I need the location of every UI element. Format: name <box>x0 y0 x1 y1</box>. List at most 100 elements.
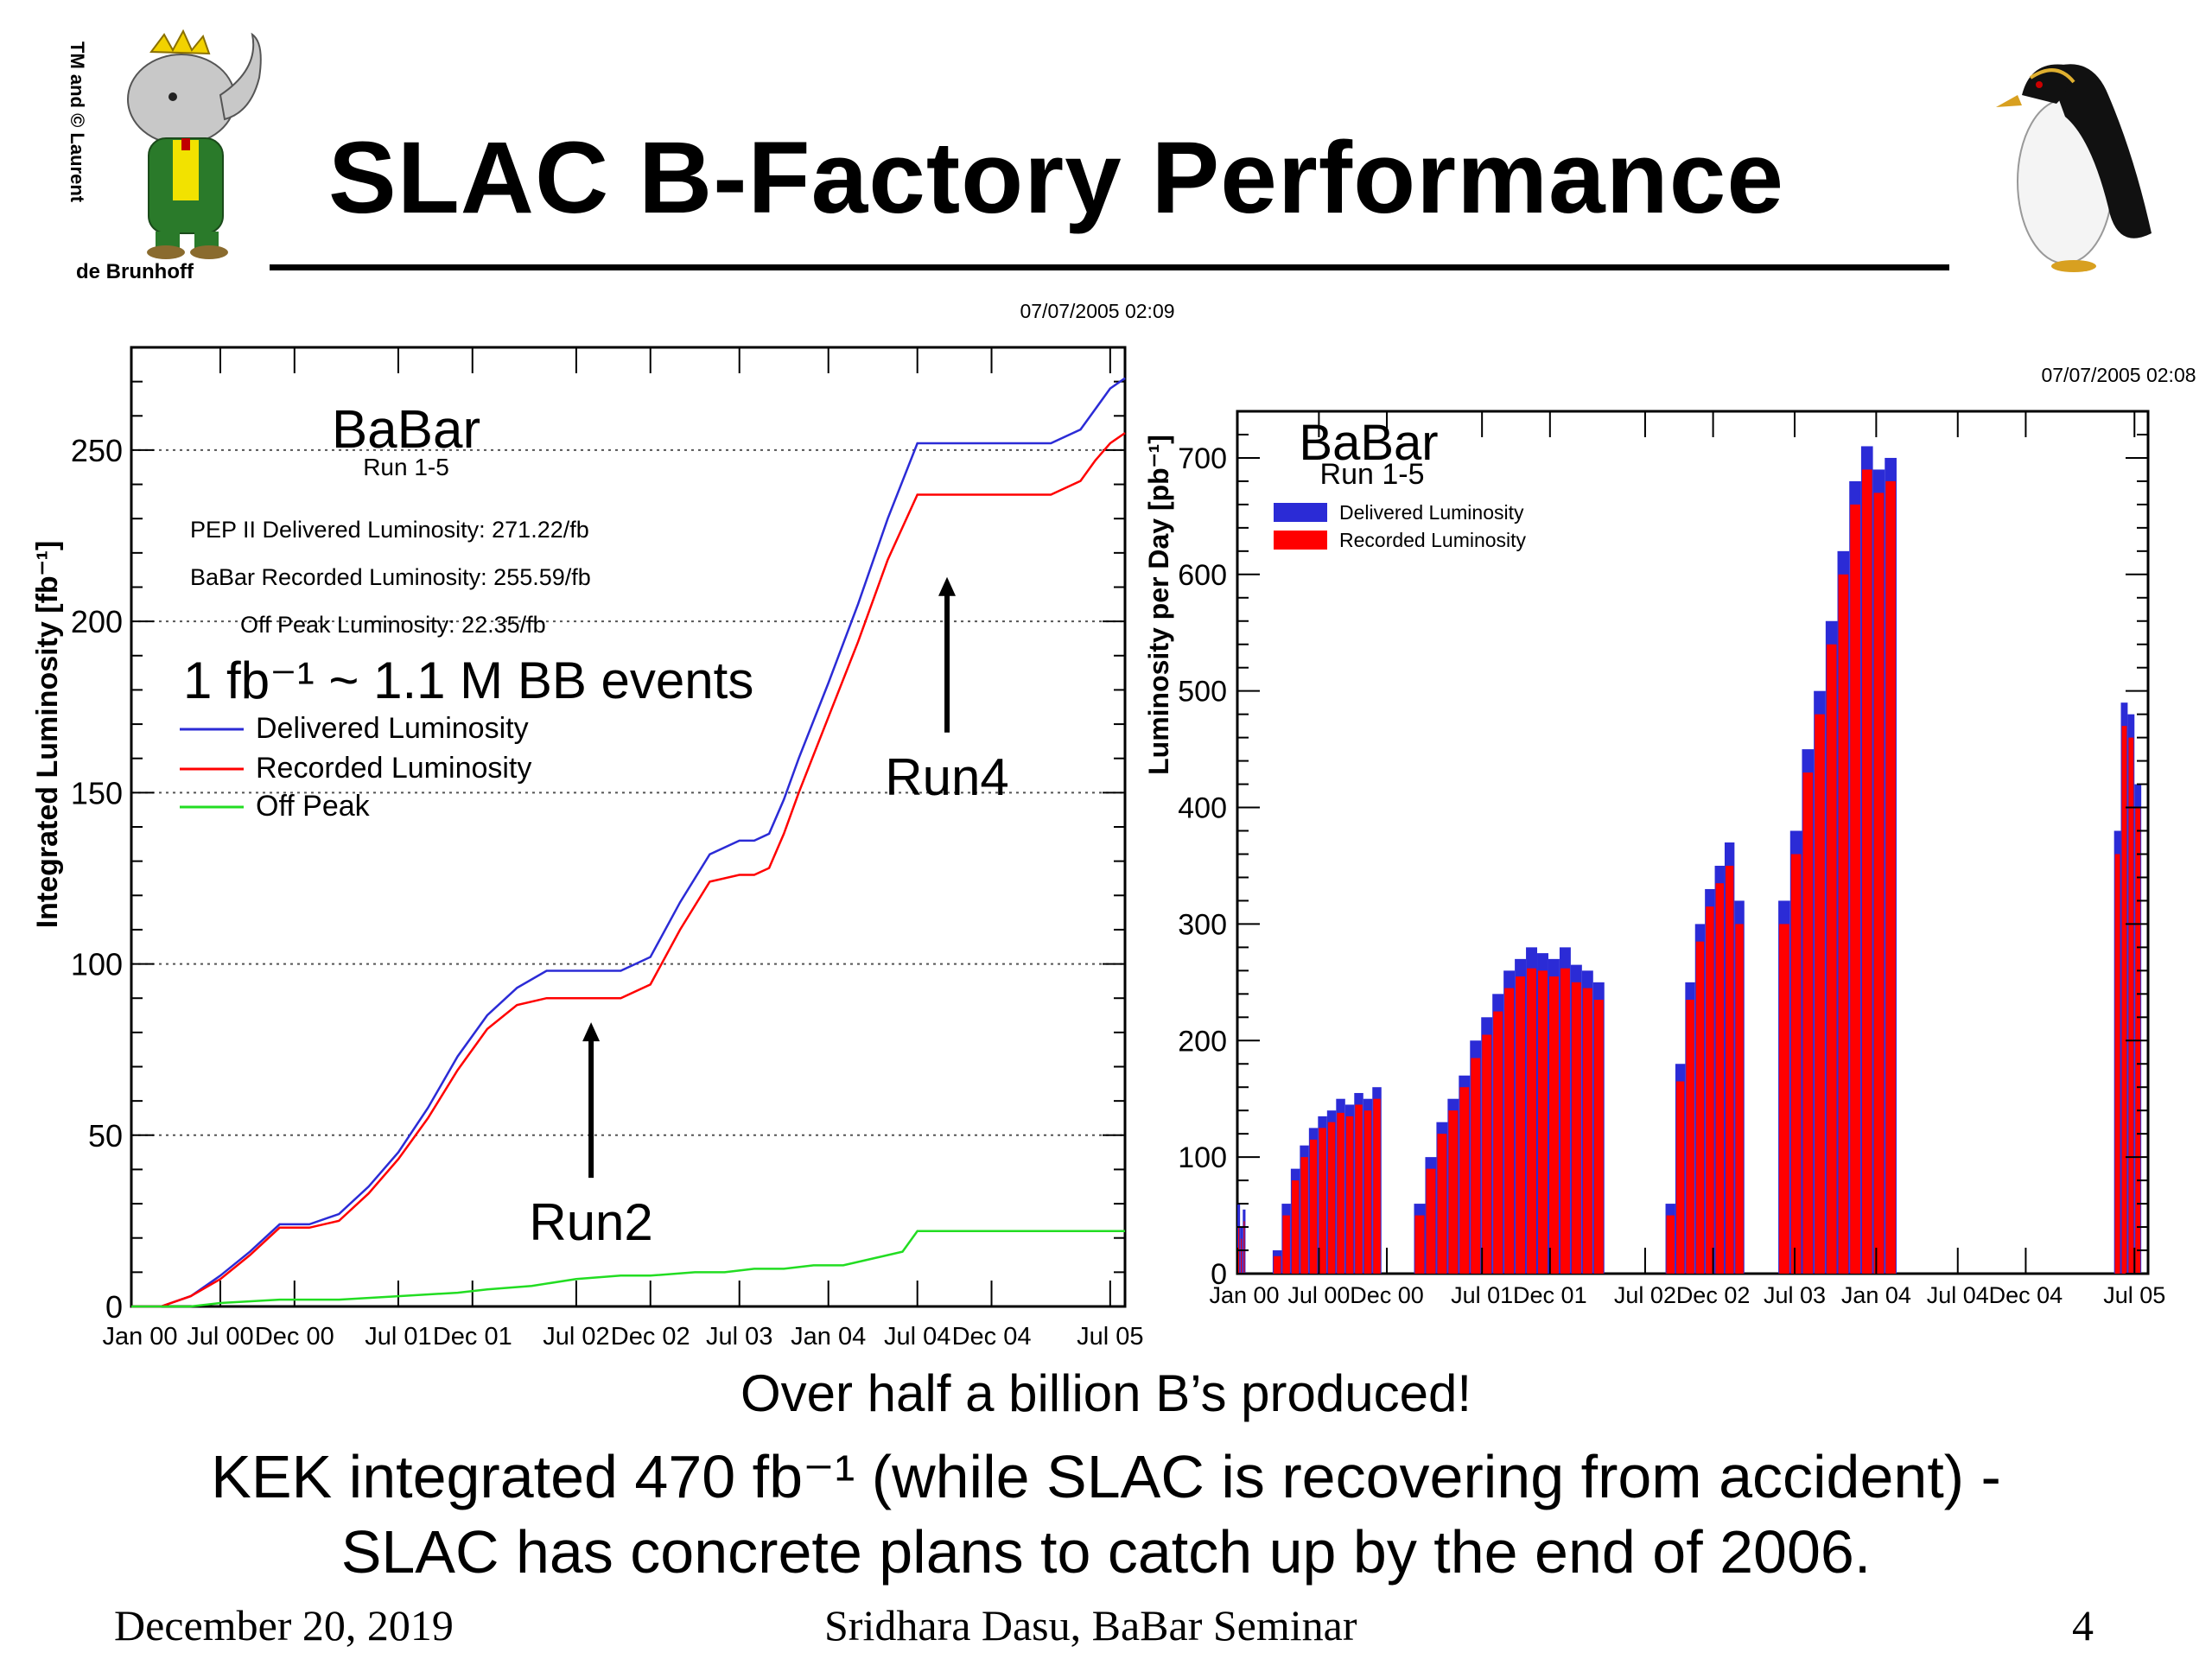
bar-recorded <box>1686 1000 1694 1274</box>
bar-recorded <box>1273 1255 1281 1274</box>
left-ytick-label: 50 <box>88 1118 123 1154</box>
bar-recorded <box>1471 1058 1481 1274</box>
series-line-off-peak <box>131 1230 1125 1308</box>
bar-recorded <box>1373 1098 1381 1274</box>
left-xtick-label: Dec 04 <box>952 1323 1032 1351</box>
bar-recorded <box>1735 924 1744 1274</box>
left-chart-ylabel: Integrated Luminosity [fb⁻¹] <box>31 541 64 929</box>
bb-events-note: 1 fb⁻¹ ~ 1.1 M BB events <box>183 652 753 709</box>
left-xtick-label: Dec 01 <box>433 1323 512 1351</box>
left-ytick-label: 0 <box>105 1289 123 1325</box>
annotation-arrowhead <box>582 1022 601 1042</box>
left-brand-sub: Run 1-5 <box>363 454 449 480</box>
right-xtick-label: Dec 02 <box>1676 1282 1751 1308</box>
bar-recorded <box>1282 1215 1290 1274</box>
bar-recorded <box>1437 1134 1447 1274</box>
bar-recorded <box>1355 1104 1363 1274</box>
left-chart-timestamp: 07/07/2005 02:09 <box>1020 300 1174 322</box>
bar-recorded <box>1666 1215 1675 1274</box>
integrated-luminosity-chart: 07/07/2005 02:09 0 50 100 150 200 250 Jan 00 Ju… <box>31 300 1175 1351</box>
babar-elephant-logo: TM and © Laurent de Brunhoff <box>52 17 285 294</box>
bar-recorded <box>1482 1034 1492 1274</box>
left-ytick-label: 150 <box>71 775 123 810</box>
left-xtick-label: Jul 04 <box>884 1323 950 1351</box>
elephant-figure <box>127 29 262 259</box>
right-ytick-label: 0 <box>1211 1258 1227 1291</box>
bar-recorded <box>1363 1110 1372 1274</box>
left-xtick-label: Jul 05 <box>1077 1323 1143 1351</box>
bar-recorded <box>1815 714 1825 1274</box>
bar-recorded <box>1493 1011 1503 1274</box>
series-line-delivered-luminosity <box>131 377 1126 1308</box>
bar-recorded <box>1448 1110 1459 1274</box>
footer-date: December 20, 2019 <box>114 1601 454 1649</box>
legend-label-recorded: Recorded Luminosity <box>256 752 531 785</box>
right-ytick-label: 600 <box>1178 559 1227 592</box>
left-xtick-label: Jul 03 <box>706 1323 772 1351</box>
bar-recorded <box>1309 1139 1318 1274</box>
right-xtick-label: Jan 00 <box>1209 1282 1279 1308</box>
left-xtick-label: Jul 00 <box>187 1323 253 1351</box>
page-number: 4 <box>2072 1601 2094 1649</box>
bar-recorded <box>1571 982 1581 1274</box>
left-xtick-label: Dec 02 <box>611 1323 690 1351</box>
bar-recorded <box>1327 1122 1336 1274</box>
daily-luminosity-chart: 07/07/2005 02:08 0 100 200 300 400 500 600 700 J… <box>1143 364 2196 1308</box>
bar-recorded <box>1861 469 1872 1274</box>
legend-label-delivered-bar: Delivered Luminosity <box>1339 501 1524 524</box>
left-legend: Delivered Luminosity Recorded Luminosity… <box>180 712 531 823</box>
logo-caption-side: TM and © Laurent <box>67 41 88 203</box>
bar-recorded <box>1715 883 1724 1274</box>
right-xtick-label: Jul 05 <box>2103 1282 2165 1308</box>
right-xtick-label: Dec 01 <box>1513 1282 1587 1308</box>
logo-caption-bottom: de Brunhoff <box>76 260 194 283</box>
right-xtick-label: Jul 01 <box>1451 1282 1513 1308</box>
right-xtick-label: Jul 02 <box>1614 1282 1676 1308</box>
right-ytick-label: 100 <box>1178 1141 1227 1174</box>
right-xtick-label: Jul 04 <box>1927 1282 1989 1308</box>
right-brand-sub: Run 1-5 <box>1320 458 1425 491</box>
bar-recorded <box>1779 924 1789 1274</box>
legend-label-offpeak: Off Peak <box>256 790 371 823</box>
bar-recorded <box>1414 1215 1425 1274</box>
bar-recorded <box>1675 1081 1685 1274</box>
bar-recorded <box>1300 1157 1308 1274</box>
delivered-info-text: PEP II Delivered Luminosity: 271.22/fb <box>190 517 589 543</box>
bar-recorded <box>1706 906 1714 1274</box>
annotation-label-run4: Run4 <box>885 748 1008 806</box>
slac-plans-note: SLAC has concrete plans to catch up by t… <box>340 1518 1872 1586</box>
bar-recorded <box>1548 976 1559 1274</box>
right-xtick-label: Jul 00 <box>1287 1282 1350 1308</box>
left-xtick-label: Jan 00 <box>102 1323 177 1351</box>
right-chart-ylabel: Luminosity per Day [pb⁻¹] <box>1143 435 1174 775</box>
legend-swatch-delivered-bar <box>1274 503 1327 522</box>
penguin-image <box>1944 35 2169 276</box>
bar-recorded <box>1527 968 1537 1274</box>
right-ytick-label: 700 <box>1178 442 1227 475</box>
title-rule <box>270 264 1949 270</box>
bar-recorded <box>1582 988 1592 1274</box>
bar-recorded <box>1695 941 1705 1274</box>
bar-recorded <box>1459 1087 1470 1274</box>
annotation-label-run2: Run2 <box>529 1193 652 1251</box>
legend-label-recorded-bar: Recorded Luminosity <box>1339 529 1527 551</box>
right-xtick-label: Dec 04 <box>1989 1282 2063 1308</box>
bar-recorded <box>1345 1116 1354 1274</box>
right-ytick-label: 200 <box>1178 1025 1227 1058</box>
recorded-info-text: BaBar Recorded Luminosity: 255.59/fb <box>190 564 591 590</box>
left-ytick-label: 250 <box>71 433 123 468</box>
bar-recorded <box>1504 988 1515 1274</box>
left-ytick-label: 200 <box>71 604 123 639</box>
bar-recorded <box>1426 1168 1436 1274</box>
slide-title: SLAC B-Factory Performance <box>328 121 1784 235</box>
bar-recorded <box>1560 968 1570 1274</box>
bar-recorded <box>1291 1180 1300 1274</box>
offpeak-info-text: Off Peak Luminosity: 22.35/fb <box>240 612 546 638</box>
legend-swatch-recorded-bar <box>1274 531 1327 550</box>
bar-recorded <box>2114 854 2120 1274</box>
annotation-arrowhead <box>938 576 957 596</box>
bar-recorded <box>1337 1112 1344 1274</box>
bar-recorded <box>1826 644 1837 1274</box>
left-xtick-label: Jul 01 <box>365 1323 431 1351</box>
right-brand: BaBar <box>1299 415 1438 471</box>
